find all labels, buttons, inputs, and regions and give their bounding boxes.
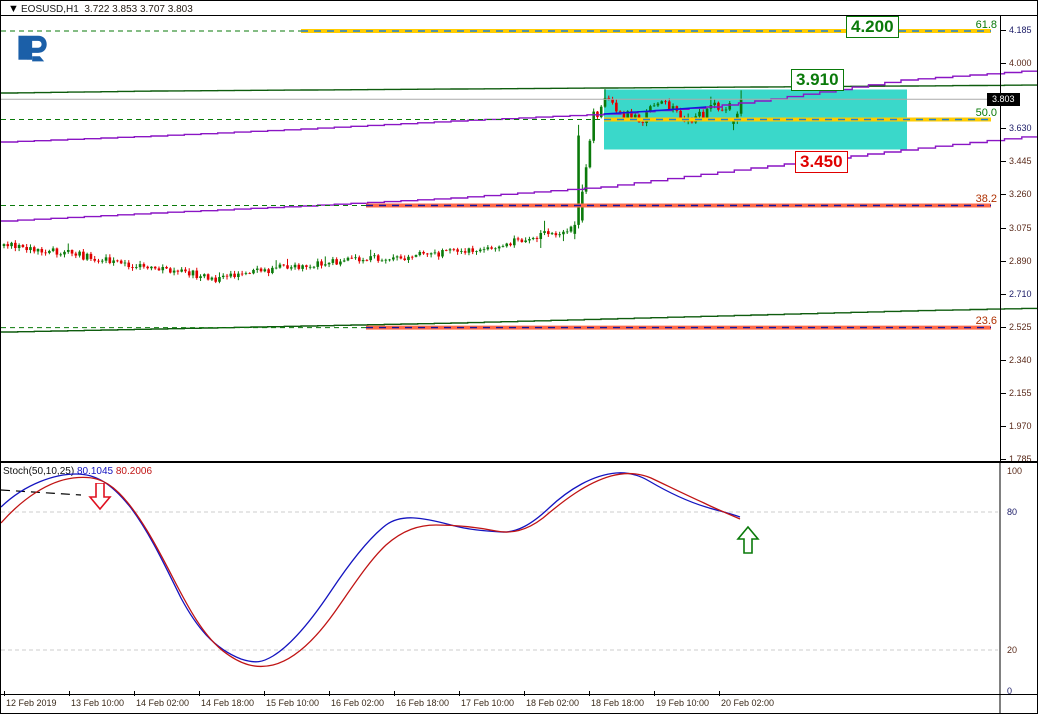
svg-text:61.8: 61.8 <box>976 19 997 31</box>
svg-text:38.2: 38.2 <box>976 193 997 205</box>
svg-text:50.0: 50.0 <box>976 107 997 119</box>
svg-text:23.6: 23.6 <box>976 315 997 327</box>
